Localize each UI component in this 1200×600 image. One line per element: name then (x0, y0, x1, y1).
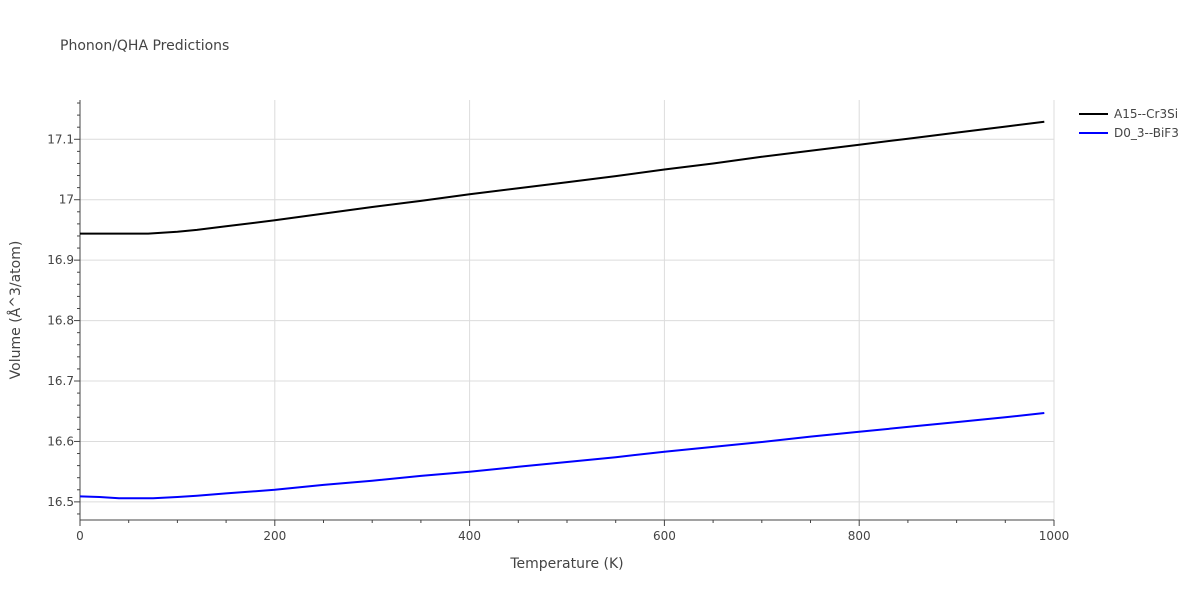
y-tick-label: 16.7 (47, 374, 74, 388)
y-tick-label: 16.6 (47, 434, 74, 448)
x-axis-title: Temperature (K) (509, 556, 623, 572)
x-tick-label: 1000 (1039, 529, 1070, 543)
y-tick-label: 17.1 (47, 132, 74, 146)
series-line-2 (79, 412, 1045, 500)
x-tick-label: 400 (458, 529, 481, 543)
chart-title: Phonon/QHA Predictions (60, 38, 229, 54)
legend[interactable]: A15--Cr3Si D0_3--BiF3 (1079, 107, 1179, 140)
legend-label[interactable]: D0_3--BiF3 (1114, 126, 1179, 140)
x-tick-label: 200 (263, 529, 286, 543)
y-axis-title: Volume (Å^3/atom) (7, 241, 24, 380)
y-tick-label: 17 (59, 193, 74, 207)
series-line-1 (80, 120, 1045, 235)
x-tick-label: 800 (848, 529, 871, 543)
x-tick-label: 600 (653, 529, 676, 543)
y-tick-label: 16.5 (47, 495, 74, 509)
legend-label[interactable]: A15--Cr3Si (1114, 107, 1178, 121)
y-tick-label: 16.9 (47, 253, 74, 267)
series-lines (79, 120, 1045, 500)
y-tick-label: 16.8 (47, 314, 74, 328)
axes: 0 200 400 600 800 1000 16.5 16.6 16.7 16.8 16.9 17 1… (47, 100, 1069, 543)
x-tick-label: 0 (76, 529, 84, 543)
grid (80, 100, 1055, 520)
